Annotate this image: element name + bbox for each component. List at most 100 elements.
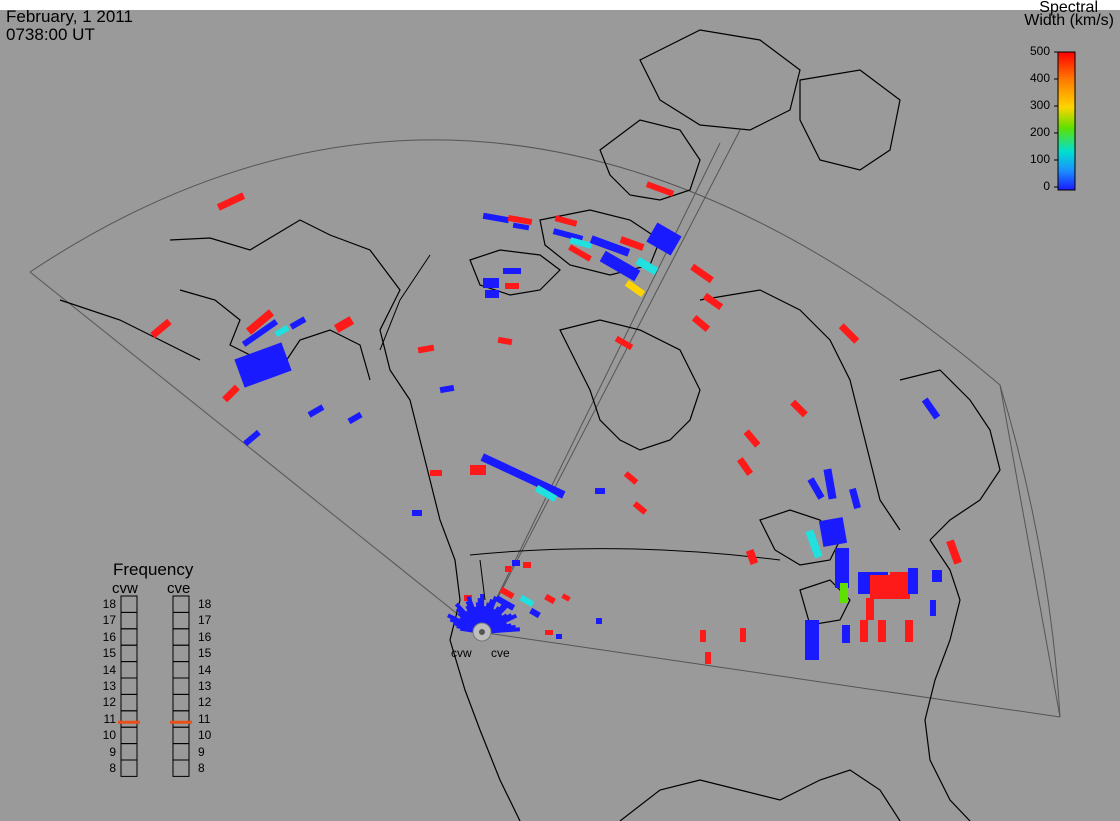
frequency-boxes	[118, 595, 192, 777]
scatter-cell	[745, 549, 759, 565]
scatter-cell	[619, 236, 645, 251]
frequency-scale-label: 14	[198, 662, 212, 677]
frequency-scale-label: 15	[198, 646, 212, 661]
frequency-box	[172, 726, 190, 745]
scatter-cell	[544, 593, 556, 605]
scatter-cell	[480, 453, 566, 499]
frequency-box	[172, 710, 190, 728]
frequency-scale-label: 12	[102, 695, 116, 710]
frequency-scale-label: 13	[198, 679, 212, 693]
scatter-cell	[222, 384, 240, 403]
scatter-cell	[930, 600, 936, 616]
time-label: 0738:00 UT	[6, 25, 95, 44]
frequency-scale-label: 18	[102, 597, 116, 611]
scatter-cell	[807, 477, 825, 500]
scatter-cell	[921, 397, 941, 420]
scatter-cell	[632, 501, 648, 515]
scatter-cell	[483, 278, 499, 288]
scatter-cell	[497, 336, 513, 346]
scatter-cell	[556, 634, 562, 639]
scatter-cell	[529, 607, 541, 619]
frequency-scale-label: 15	[102, 646, 116, 661]
top-border	[0, 0, 1120, 10]
scatter-cell	[333, 316, 355, 333]
scatter-cell	[523, 562, 531, 568]
colorbar-tick: 100	[1029, 152, 1050, 166]
scatter-cell	[645, 181, 675, 197]
date-label: February, 1 2011	[6, 7, 133, 26]
scatter-cell	[485, 290, 499, 298]
frequency-box	[120, 693, 138, 712]
scatter-cell	[519, 594, 535, 608]
scatter-cell	[430, 470, 442, 476]
scatter-cell	[216, 192, 246, 211]
frequency-scale-label: 11	[103, 711, 116, 726]
scatter-cell	[512, 560, 520, 566]
frequency-box	[120, 677, 138, 695]
scatter-cell	[482, 212, 510, 224]
scatter-cell	[890, 572, 908, 598]
scatter-cell	[289, 316, 307, 330]
scatter-cell	[505, 566, 511, 572]
scatter-cell	[307, 404, 325, 418]
colorbar-tick: 400	[1029, 71, 1050, 85]
scatter-cell	[595, 488, 605, 494]
frequency-box	[172, 759, 190, 777]
frequency-box	[120, 644, 138, 663]
frequency-box	[120, 628, 138, 646]
scatter-cell	[243, 429, 261, 447]
frequency-scale-label: 10	[102, 728, 116, 743]
frequency-scale-label: 8	[198, 761, 205, 775]
frequency-box	[120, 595, 138, 613]
frequency-scale-label: 18	[198, 597, 212, 611]
scatter-cell	[805, 529, 823, 559]
borders	[379, 254, 781, 601]
frequency-scale-label: 17	[102, 613, 116, 628]
scatter-cell	[561, 593, 571, 602]
scatter-cell	[905, 620, 913, 642]
frequency-box	[172, 661, 190, 679]
frequency-box	[120, 661, 138, 679]
scatter-cell	[849, 487, 861, 510]
scatter-cell	[705, 652, 711, 664]
frequency-scale-label: 10	[198, 728, 212, 743]
scatter-cell	[512, 222, 530, 231]
frequency-scale-label: 9	[198, 744, 205, 759]
scatter-cell	[700, 630, 706, 642]
scatter-cell	[507, 214, 533, 226]
frequency-box	[120, 611, 138, 630]
frequency-box	[172, 611, 190, 630]
scatter-cell	[552, 228, 584, 242]
colorbar-tick: 200	[1029, 125, 1050, 139]
colorbar-tick: 0	[1043, 179, 1050, 193]
scatter-cell	[946, 539, 962, 565]
frequency-box	[120, 726, 138, 745]
scatter-cell	[503, 268, 521, 274]
scatter-cell	[499, 586, 515, 600]
scatter-cell	[866, 598, 874, 620]
scatter-cell	[596, 618, 602, 624]
site-label-cve: cve	[491, 646, 510, 660]
frequency-scale-label: 8	[109, 761, 116, 775]
frequency-box	[120, 759, 138, 777]
scatter-cell	[818, 517, 848, 547]
scatter-cell	[439, 384, 455, 394]
colorbar-title-line1: Spectral	[1039, 0, 1098, 16]
scatter-cell	[635, 257, 659, 275]
scatter-cell	[412, 510, 422, 516]
frequency-radar-name: cvw	[112, 580, 138, 597]
scatter-cell	[417, 344, 435, 354]
scatter-cell	[599, 250, 641, 282]
frequency-box	[172, 743, 190, 761]
scatter-cell	[823, 468, 837, 500]
site-label-cvw: cvw	[451, 646, 472, 660]
scatter-cell	[624, 279, 646, 298]
scatter-cell	[932, 570, 942, 582]
scatter-cell	[534, 484, 558, 503]
frequency-scale-label: 14	[102, 662, 116, 677]
colorbar-tick: 300	[1029, 98, 1050, 112]
scatter-cell	[614, 335, 634, 351]
frequency-title: Frequency	[113, 560, 194, 579]
